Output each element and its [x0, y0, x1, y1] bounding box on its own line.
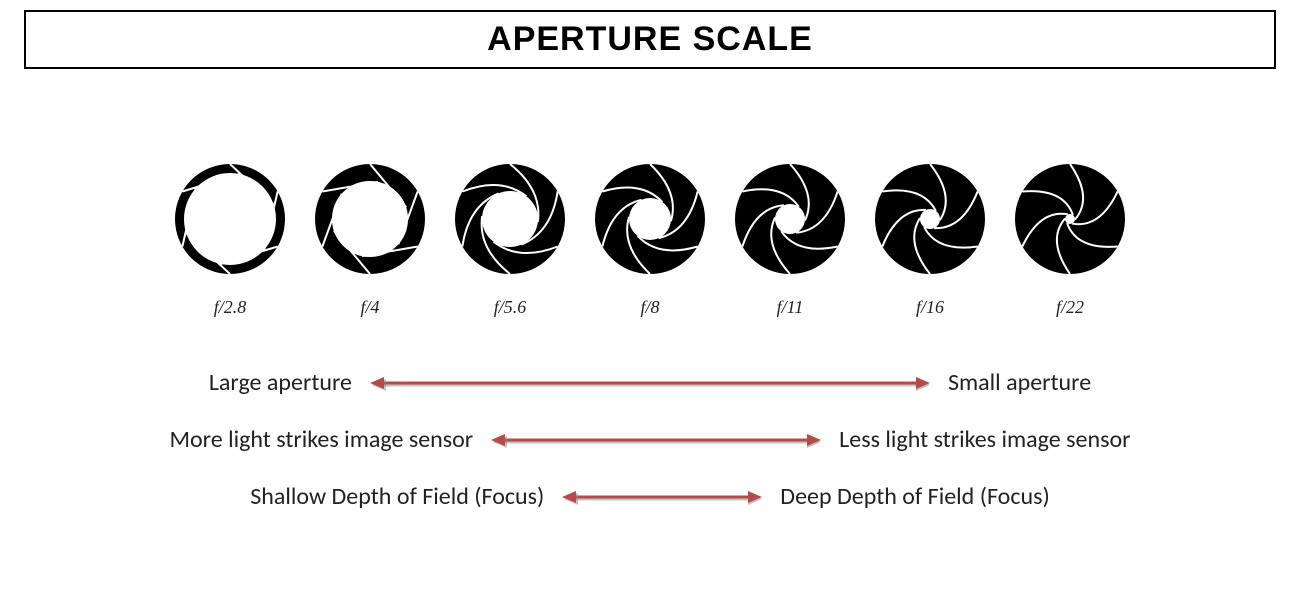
- fstop-label: f/4: [360, 297, 379, 318]
- fstop-label: f/8: [640, 297, 659, 318]
- legend-right-label: Less light strikes image sensor: [839, 425, 1130, 454]
- aperture-item: f/22: [1006, 159, 1134, 318]
- aperture-item: f/8: [586, 159, 714, 318]
- aperture-icon: [170, 159, 290, 279]
- fstop-label: f/2.8: [214, 297, 247, 318]
- aperture-icon: [590, 159, 710, 279]
- legend-section: Large aperture Small aperture More light s…: [24, 368, 1276, 511]
- fstop-label: f/11: [777, 297, 804, 318]
- legend-left-label: More light strikes image sensor: [170, 425, 474, 454]
- fstop-label: f/16: [916, 297, 944, 318]
- legend-right-label: Small aperture: [948, 368, 1091, 397]
- legend-row: Large aperture Small aperture: [24, 368, 1276, 397]
- aperture-item: f/5.6: [446, 159, 574, 318]
- legend-right-label: Deep Depth of Field (Focus): [780, 482, 1049, 511]
- aperture-row: f/2.8 f/4 f/5.6 f/8 f/11 f/16 f/22: [24, 159, 1276, 318]
- legend-left-label: Shallow Depth of Field (Focus): [250, 482, 544, 511]
- title-container: APERTURE SCALE: [24, 10, 1276, 69]
- legend-row: Shallow Depth of Field (Focus) Deep Depth…: [24, 482, 1276, 511]
- legend-left-label: Large aperture: [209, 368, 352, 397]
- page-title: APERTURE SCALE: [26, 20, 1274, 59]
- fstop-label: f/5.6: [494, 297, 527, 318]
- aperture-icon: [450, 159, 570, 279]
- double-arrow-icon: [491, 428, 821, 452]
- aperture-item: f/2.8: [166, 159, 294, 318]
- aperture-icon: [310, 159, 430, 279]
- double-arrow-icon: [370, 371, 930, 395]
- aperture-icon: [1010, 159, 1130, 279]
- aperture-icon: [870, 159, 990, 279]
- aperture-icon: [730, 159, 850, 279]
- double-arrow-icon: [562, 485, 762, 509]
- fstop-label: f/22: [1056, 297, 1084, 318]
- aperture-item: f/16: [866, 159, 994, 318]
- legend-row: More light strikes image sensor Less ligh…: [24, 425, 1276, 454]
- aperture-item: f/4: [306, 159, 434, 318]
- aperture-item: f/11: [726, 159, 854, 318]
